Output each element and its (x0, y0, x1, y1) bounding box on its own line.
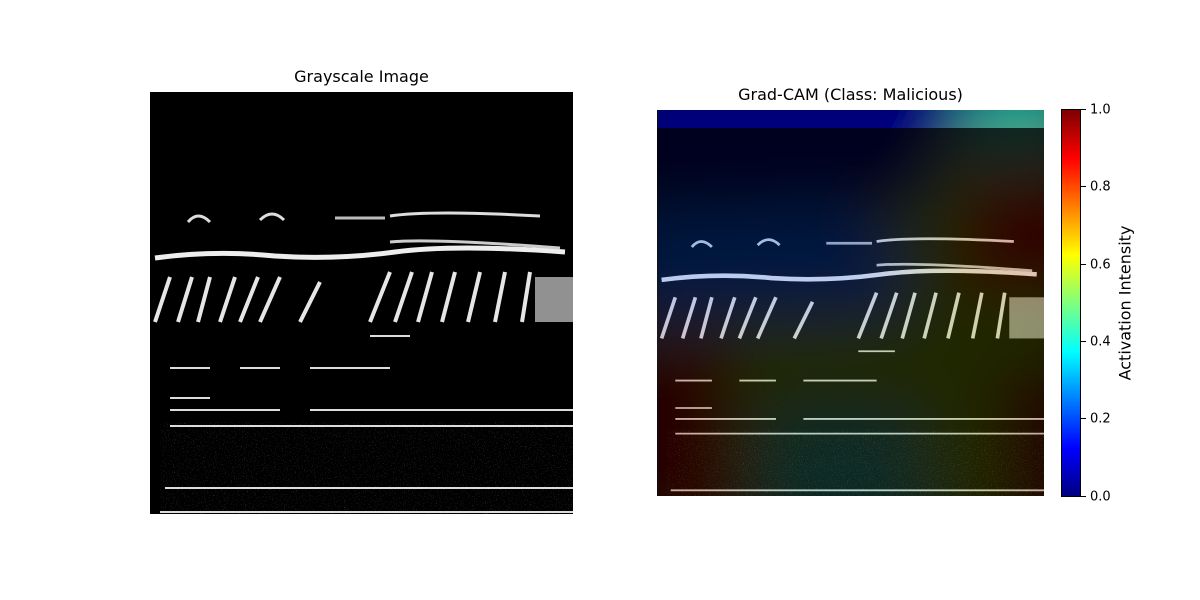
tick-label: 0.0 (1090, 489, 1111, 505)
tick-mark (1081, 418, 1086, 419)
grayscale-image (150, 92, 573, 514)
tick-label: 0.2 (1090, 411, 1111, 427)
tick-mark (1081, 186, 1086, 187)
gradcam-heatmap (657, 110, 1044, 496)
tick-label: 0.8 (1090, 179, 1111, 195)
tick-label: 0.4 (1090, 334, 1111, 350)
colorbar (1061, 109, 1081, 497)
tick-label: 0.6 (1090, 257, 1111, 273)
tick-mark (1081, 264, 1086, 265)
tick-mark (1081, 341, 1086, 342)
tick-label: 1.0 (1090, 102, 1111, 118)
left-panel-title: Grayscale Image (294, 67, 429, 86)
right-panel-title: Grad-CAM (Class: Malicious) (738, 85, 963, 104)
tick-mark (1081, 109, 1086, 110)
colorbar-label: Activation Intensity (1115, 225, 1135, 381)
tick-mark (1081, 496, 1086, 497)
